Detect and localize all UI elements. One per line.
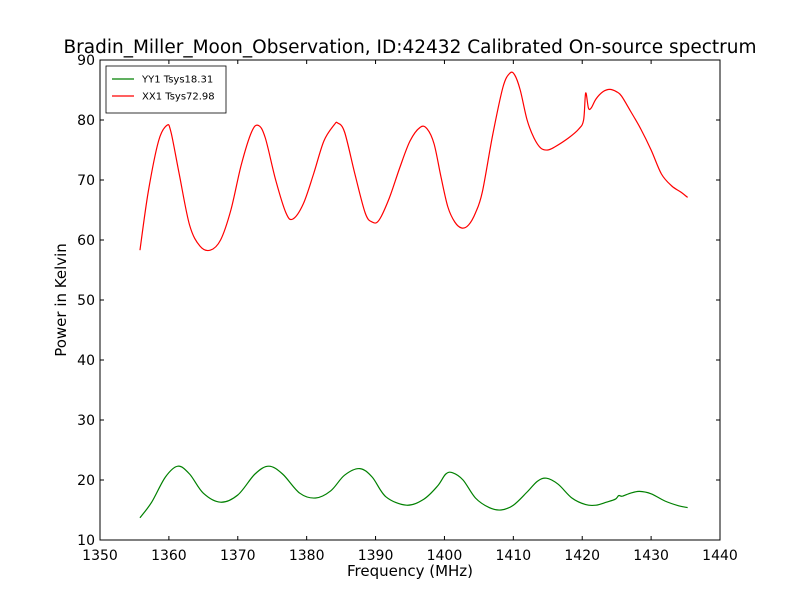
series-layer bbox=[139, 71, 688, 519]
y-tick-label: 90 bbox=[77, 53, 95, 69]
x-tick-label: 1440 bbox=[702, 548, 738, 564]
x-tick-label: 1350 bbox=[82, 548, 118, 564]
x-tick-label: 1410 bbox=[496, 548, 532, 564]
y-tick-label: 50 bbox=[77, 293, 95, 309]
series-line-yy1 bbox=[139, 465, 688, 519]
y-tick-label: 40 bbox=[77, 353, 95, 369]
x-axis-label: Frequency (MHz) bbox=[347, 562, 473, 580]
y-tick-label: 30 bbox=[77, 413, 95, 429]
x-tick-label: 1420 bbox=[564, 548, 600, 564]
y-tick-label: 60 bbox=[77, 233, 95, 249]
series-line-xx1 bbox=[139, 71, 688, 252]
y-tick-label: 10 bbox=[77, 533, 95, 549]
x-tick-label: 1360 bbox=[151, 548, 187, 564]
y-tick-label: 20 bbox=[77, 473, 95, 489]
chart-title: Bradin_Miller_Moon_Observation, ID:42432… bbox=[63, 37, 756, 58]
legend-label: XX1 Tsys72.98 bbox=[142, 92, 215, 103]
x-tick-label: 1370 bbox=[220, 548, 256, 564]
x-tick-label: 1430 bbox=[633, 548, 669, 564]
y-tick-label: 70 bbox=[77, 173, 95, 189]
x-tick-label: 1380 bbox=[289, 548, 325, 564]
x-tick-label: 1390 bbox=[358, 548, 394, 564]
y-axis-label: Power in Kelvin bbox=[52, 243, 70, 357]
legend-box bbox=[105, 65, 227, 114]
y-tick-label: 80 bbox=[77, 113, 95, 129]
legend-label: YY1 Tsys18.31 bbox=[141, 75, 213, 86]
x-tick-label: 1400 bbox=[427, 548, 463, 564]
legend: YY1 Tsys18.31 XX1 Tsys72.98 bbox=[105, 65, 227, 114]
plot-area bbox=[100, 60, 720, 540]
ticks-layer: 1350 1360 1370 1380 1390 1400 1410 1420 1430 1440… bbox=[77, 53, 738, 564]
